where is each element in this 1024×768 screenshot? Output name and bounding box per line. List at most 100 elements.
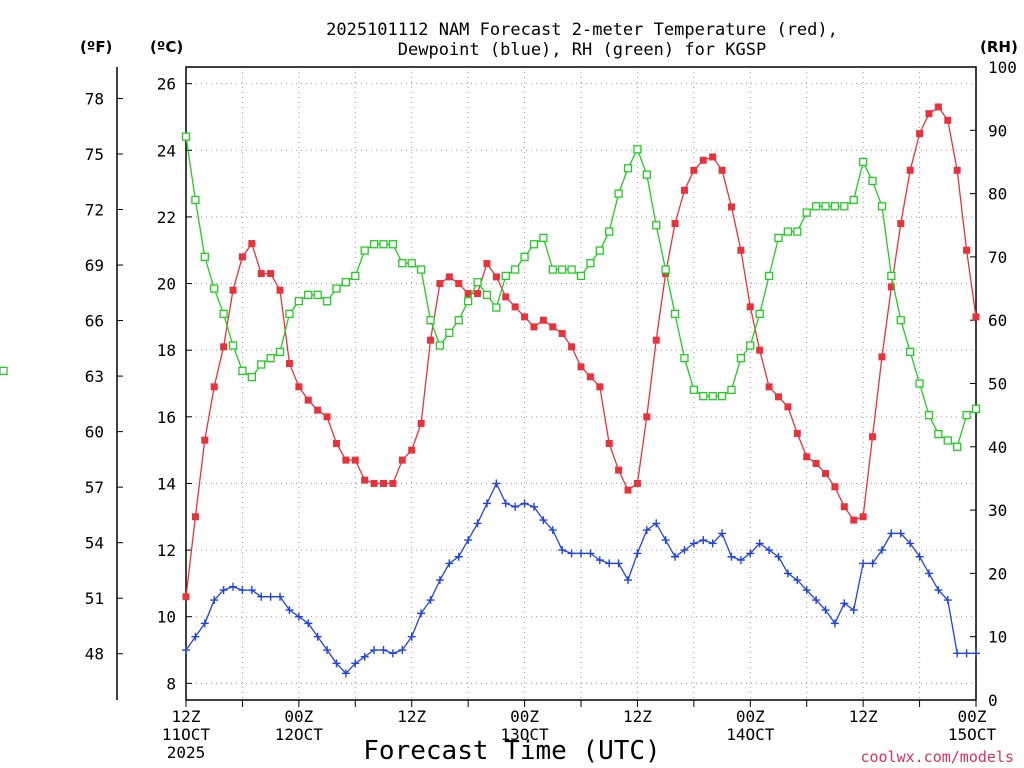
series-rh-point-22 [388,240,398,249]
chart-title: 2025101112 NAM Forecast 2-meter Temperat… [326,20,838,60]
series-rh-point-2 [200,252,209,262]
series-temperature-point-63 [775,393,782,401]
x-tick-label-54-0: 00Z [510,707,539,726]
series-dewpoint-point-53 [680,546,689,555]
series-dewpoint-point-3 [210,596,219,605]
rh-tick-label-80: 80 [988,185,1007,204]
series-rh-point-30 [463,297,473,306]
series-rh-point-44 [595,246,604,255]
series-rh-point-57 [717,392,727,401]
series-rh-point-21 [379,240,388,249]
celsius-unit-label: (ºC) [150,38,183,56]
series-temperature-point-5 [229,286,237,294]
series-rh-point-72 [858,157,868,167]
rh-tick-label-0: 0 [988,691,998,710]
c-tick-label-14: 14 [157,474,176,493]
series-dewpoint-point-17 [341,669,350,678]
series-rh-point-39 [548,265,557,274]
series-temperature-point-3 [210,383,218,391]
series-temperature-point-33 [492,273,500,281]
series-dewpoint-point-26 [426,596,435,605]
series-temperature-point-24 [408,446,416,454]
series-temperature-point-59 [737,246,745,254]
series-dewpoint-point-0 [182,646,190,655]
series-temperature-point-25 [417,419,425,427]
series-dewpoint-point-21 [379,646,388,655]
f-tick-label-75: 75 [85,145,104,164]
series-rh-point-36 [520,252,529,262]
rh-tick-label-90: 90 [988,121,1007,140]
series-dewpoint-point-58 [727,552,736,561]
c-tick-label-16: 16 [157,408,176,427]
series-rh-point-56 [708,392,717,401]
series-rh-point-9 [266,354,275,363]
series-rh-point-19 [360,246,369,255]
f-tick-label-69: 69 [85,256,104,275]
series-temperature-point-40 [558,330,566,338]
series-rh-point-49 [642,170,651,179]
series-temperature-point-7 [248,240,256,248]
series-rh-point-11 [285,309,294,319]
series-dewpoint-point-68 [821,606,830,615]
series-dewpoint-point-6 [238,586,247,595]
series-rh-point-82 [953,442,962,451]
f-tick-label-60: 60 [85,423,104,442]
series-dewpoint-point-40 [558,546,567,555]
series-rh-point-13 [304,290,313,300]
series-dewpoint-point-55 [699,536,708,545]
series-temperature-point-11 [285,360,293,368]
series-rh-point-62 [764,271,774,281]
series-dewpoint-point-41 [567,549,576,558]
rh-tick-label-20: 20 [988,564,1007,583]
series-dewpoint-point-83 [962,649,971,658]
series-rh [0,132,981,451]
series-dewpoint-point-71 [849,606,858,615]
series-dewpoint-point-38 [539,516,548,525]
series-rh-point-58 [727,385,736,394]
f-tick-label-63: 63 [85,367,104,386]
series-rh-point-68 [821,202,830,211]
series-rh-point-4 [219,309,228,319]
series-rh-point-18 [351,271,360,281]
series-dewpoint-point-42 [577,549,585,558]
series-dewpoint-point-75 [887,529,896,538]
series-temperature-point-54 [690,166,698,174]
series-rh-point-67 [811,202,821,211]
series-temperature-point-42 [577,363,585,371]
f-tick-label-66: 66 [85,312,104,331]
x-tick-label-72-0: 12Z [623,707,652,726]
x-tick-label-54-1: 13OCT [500,725,549,744]
series-rh-point-50 [652,221,661,230]
rh-tick-label-10: 10 [988,628,1007,647]
series-dewpoint-point-67 [812,596,821,605]
plot-frame [185,66,977,701]
series-temperature-point-17 [342,456,350,464]
series-temperature-point-36 [521,313,529,321]
series-dewpoint-point-29 [454,552,463,561]
rh-tick-label-60: 60 [988,311,1007,330]
series-rh-point-79 [924,410,934,420]
series-temperature-point-52 [671,220,679,228]
series-dewpoint-point-31 [473,519,482,528]
series-dewpoint-point-33 [492,479,501,488]
series-temperature-point-8 [257,270,265,278]
series-temperature-point-78 [916,130,924,138]
series-dewpoint-point-64 [783,569,792,578]
series-temperature-point-0 [182,593,190,601]
x-tick-label-18-0: 00Z [284,707,313,726]
fahrenheit-unit-label: (ºF) [80,38,112,56]
series-rh-point-0 [181,132,191,141]
series-temperature-line [185,106,977,597]
series-rh-point-65 [793,227,802,236]
series-rh-point-71 [849,195,858,205]
series-dewpoint-point-57 [718,529,727,538]
x-axis-label: Forecast Time (UTC) [363,736,660,766]
series-dewpoint-point-10 [276,592,285,601]
series-rh-point-73 [868,176,877,186]
series-temperature-point-47 [624,486,632,494]
series-temperature-point-71 [850,516,858,524]
series-rh-point-6 [238,366,247,375]
x-tick-label-36-0: 12Z [397,707,426,726]
series-temperature-point-1 [191,513,199,521]
series-dewpoint-point-54 [689,539,698,548]
